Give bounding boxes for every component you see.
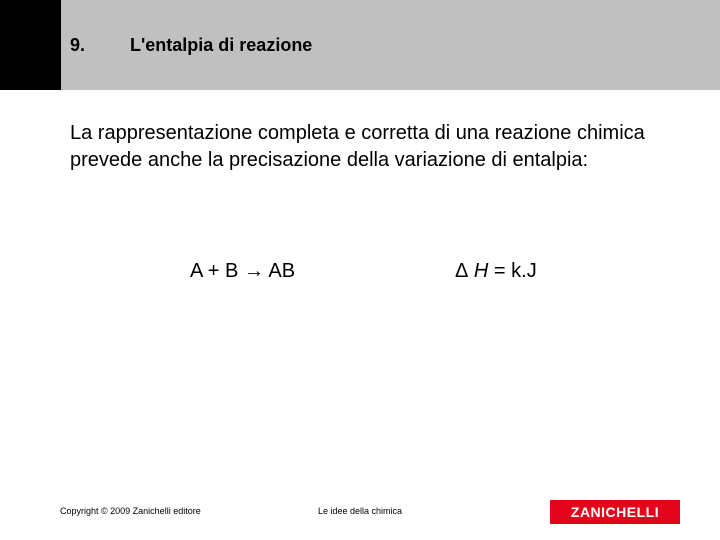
slide-number: 9. (70, 35, 85, 56)
header-bar: 9. L'entalpia di reazione (0, 0, 720, 90)
plus-sign: + (202, 260, 225, 282)
equation-enthalpy: Δ H = k.J (455, 260, 537, 283)
publisher-logo: ZANICHELLI (550, 500, 680, 524)
arrow-icon: → (238, 260, 268, 282)
enthalpy-value: k.J (511, 260, 537, 282)
header-accent-block (0, 0, 61, 90)
reactant-b: B (225, 260, 238, 282)
equals-sign: = (488, 260, 511, 282)
delta-symbol: Δ (455, 260, 468, 282)
equation-reaction: A + B → AB (190, 260, 295, 283)
reactant-a: A (190, 260, 202, 282)
body-paragraph: La rappresentazione completa e corretta … (70, 120, 650, 174)
product: AB (268, 260, 295, 282)
h-symbol: H (468, 260, 488, 282)
slide-title: L'entalpia di reazione (130, 35, 312, 56)
